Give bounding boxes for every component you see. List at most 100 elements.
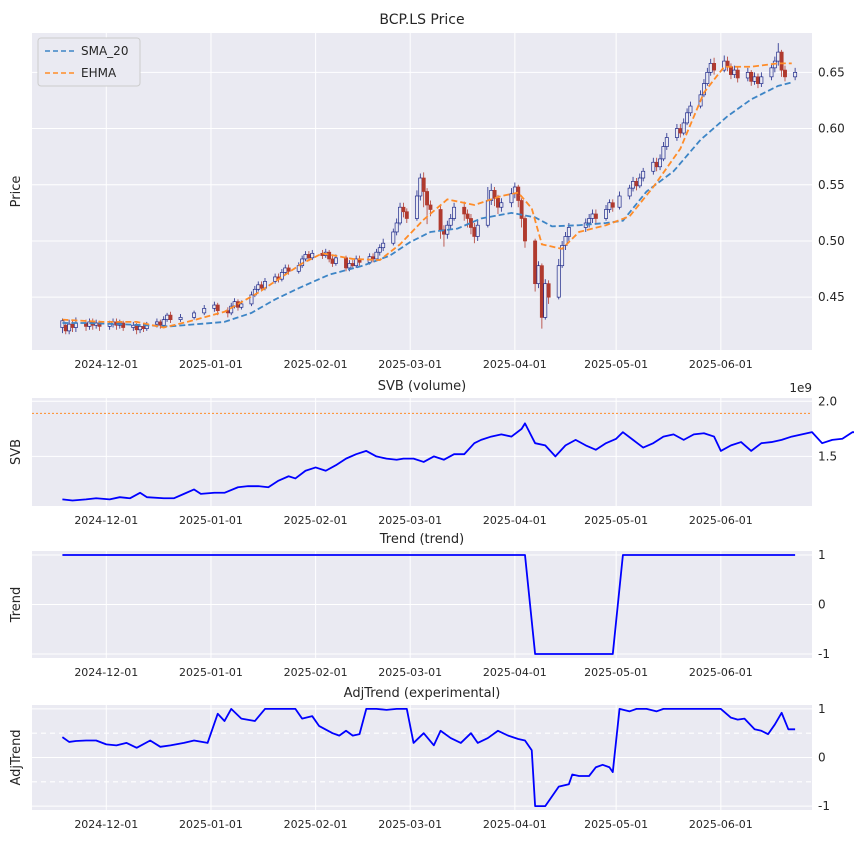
candle-body (239, 303, 244, 308)
candle-body (674, 128, 679, 138)
candle-body (651, 161, 656, 172)
price-title: BCP.LS Price (379, 12, 464, 28)
candle-body (776, 51, 781, 62)
adjtrend-title: AdjTrend (experimental) (344, 686, 501, 701)
x-tick-label: 2025-04-01 (483, 666, 547, 679)
candle-body (350, 263, 355, 267)
x-tick-label: 2025-06-01 (689, 358, 753, 371)
x-tick-label: 2025-05-01 (584, 514, 648, 527)
y-tick-label: 0.60 (818, 122, 845, 136)
candle-body (546, 283, 551, 298)
candle-body (593, 213, 598, 219)
x-tick-label: 2025-01-01 (179, 818, 243, 831)
trend-ylabel: Trend (9, 587, 24, 624)
candle-body (779, 51, 784, 71)
candle-body (560, 245, 565, 267)
candle-body (377, 247, 382, 253)
candle-body (729, 66, 733, 75)
candle-body (330, 258, 335, 264)
candle-body (279, 272, 284, 280)
x-tick-label: 2025-02-01 (284, 818, 348, 831)
svb-ticks: 2024-12-01 2025-01-01 2025-02-01 2025-03-01… (74, 394, 837, 527)
adjtrend-panel: 2024-12-01 2025-01-01 2025-02-01 2025-03-01… (9, 686, 830, 831)
y-tick-label: 0.45 (818, 290, 845, 304)
sma-line (62, 81, 792, 328)
x-tick-label: 2025-06-01 (689, 818, 753, 831)
candle-body (374, 251, 379, 260)
adjtrend-marks (32, 707, 812, 808)
candle-body (161, 319, 166, 326)
legend-ehma-label: EHMA (81, 66, 117, 80)
candle-body (523, 218, 527, 242)
candle-body (678, 128, 683, 134)
candle-body (296, 265, 301, 272)
x-tick-label: 2025-03-01 (378, 818, 442, 831)
candle-body (306, 254, 311, 259)
candle-body (533, 240, 538, 285)
x-tick-label: 2025-06-01 (689, 666, 753, 679)
candle-body (604, 209, 608, 219)
candle-body (475, 224, 480, 237)
candle-body (735, 69, 740, 79)
series-line (62, 422, 854, 502)
adjtrend-ticks: 2024-12-01 2025-01-01 2025-02-01 2025-03-01… (74, 702, 830, 831)
x-tick-label: 2024-12-01 (74, 358, 138, 371)
x-tick-label: 2025-01-01 (179, 514, 243, 527)
svb-plot-area (32, 398, 812, 506)
svb-marks (32, 412, 854, 502)
candle-body (452, 206, 457, 219)
candle-body (333, 257, 338, 264)
y-tick-label: 0 (818, 598, 826, 612)
candle-body (60, 320, 65, 328)
candle-body (688, 105, 693, 114)
candle-body (566, 227, 571, 237)
candle-body (303, 254, 308, 260)
price-ylabel: Price (9, 176, 24, 208)
x-tick-label: 2025-05-01 (584, 666, 648, 679)
candle-body (428, 204, 433, 210)
candle-body (664, 137, 669, 147)
candle-body (310, 252, 315, 259)
candle-body (769, 67, 774, 78)
candle-body (543, 283, 548, 318)
candle-body (425, 191, 430, 206)
candle-body (732, 69, 737, 75)
y-tick-label: 1.5 (818, 449, 837, 463)
x-tick-label: 2025-02-01 (284, 514, 348, 527)
candle-body (509, 193, 514, 204)
candle-body (448, 218, 453, 226)
candle-body (492, 190, 497, 199)
x-tick-label: 2024-12-01 (74, 818, 138, 831)
candle-body (634, 181, 639, 187)
y-tick-label: 0 (818, 751, 826, 765)
candle-body (685, 112, 690, 124)
y-tick-label: -1 (818, 799, 830, 813)
candle-body (347, 263, 352, 269)
candle-body (752, 76, 757, 82)
candle-body (401, 206, 406, 213)
y-tick-label: 0.50 (818, 234, 845, 248)
y-tick-label: 0.65 (818, 65, 845, 79)
candle-body (749, 71, 754, 82)
y-tick-label: 1 (818, 548, 826, 562)
x-tick-label: 2025-01-01 (179, 666, 243, 679)
candle-body (607, 202, 612, 210)
candle-body (631, 181, 635, 189)
candle-body (229, 305, 234, 314)
adjtrend-ylabel: AdjTrend (9, 729, 24, 785)
candle-body (756, 76, 760, 84)
y-tick-label: 0.55 (818, 178, 845, 192)
candle-body (705, 71, 710, 84)
price-legend: SMA_20 EHMA (37, 37, 141, 87)
candle-body (627, 187, 632, 197)
x-tick-label: 2025-02-01 (284, 358, 348, 371)
x-tick-label: 2025-04-01 (483, 818, 547, 831)
candle-body (121, 322, 126, 328)
candle-body (381, 242, 386, 249)
candle-body (658, 158, 663, 168)
candle-body (134, 324, 139, 331)
candle-body (637, 177, 642, 187)
x-tick-label: 2025-03-01 (378, 358, 442, 371)
candle-body (63, 324, 68, 332)
x-tick-label: 2025-05-01 (584, 818, 648, 831)
